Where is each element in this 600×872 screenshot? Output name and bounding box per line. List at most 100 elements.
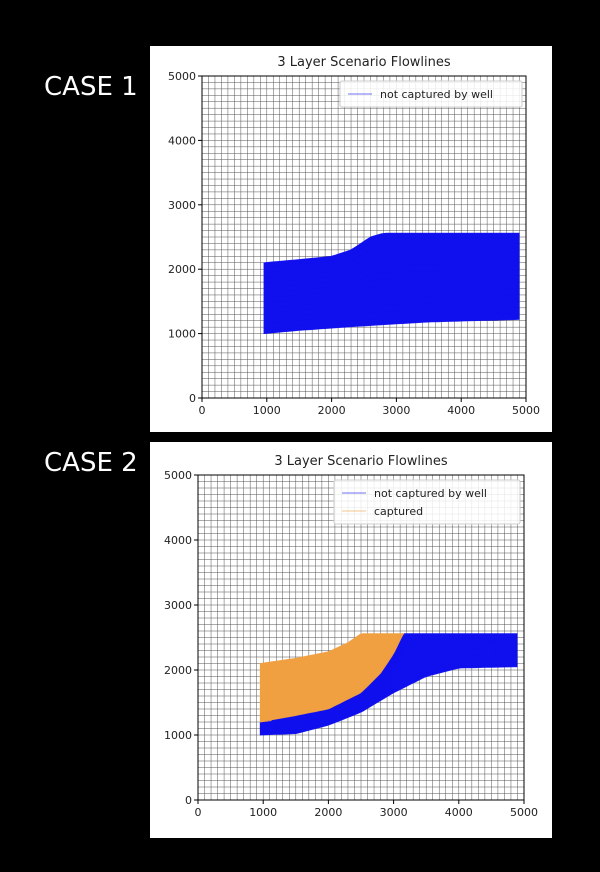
flowline	[259, 633, 404, 685]
flowline	[263, 275, 520, 299]
legend-box	[339, 80, 523, 108]
y-tick-label: 5000	[168, 70, 196, 83]
y-tick-label: 2000	[164, 664, 192, 677]
flowline	[259, 659, 518, 733]
particle-start-line	[259, 722, 272, 725]
flowline	[263, 300, 520, 319]
particle-start-line	[259, 712, 272, 715]
flowline	[259, 654, 518, 731]
particle-start-line	[259, 670, 272, 673]
particle-start-line	[263, 324, 276, 327]
flowline	[259, 633, 404, 706]
flowline	[259, 647, 518, 728]
flowline	[259, 633, 404, 723]
x-tick-label: 5000	[510, 806, 538, 819]
chart-title: 3 Layer Scenario Flowlines	[277, 55, 451, 70]
chart-panel-case-1: 3 Layer Scenario Flowlines 0 1000 2000 3000 4…	[150, 46, 552, 432]
particle-start-line	[263, 290, 276, 293]
flowline	[259, 635, 518, 724]
flowline	[263, 245, 520, 274]
legend-box	[333, 479, 521, 525]
particle-start-line	[263, 264, 276, 267]
particle-start-line	[263, 275, 276, 278]
flowline	[263, 263, 520, 289]
legend-label: not captured by well	[380, 88, 493, 101]
flowline	[259, 633, 404, 698]
x-tick-label: 2000	[314, 806, 342, 819]
particle-start-line	[259, 720, 272, 723]
particle-start-line	[263, 262, 276, 265]
x-tick-label: 5000	[512, 404, 540, 417]
particle-start-line	[259, 696, 272, 699]
particle-start-line	[259, 728, 272, 731]
flowline	[259, 640, 518, 726]
flowline	[259, 633, 404, 681]
y-tick-label: 1000	[164, 729, 192, 742]
particle-start-line	[259, 676, 272, 679]
flowline	[259, 633, 404, 677]
flowline	[259, 664, 518, 735]
y-tick-label: 0	[189, 392, 196, 405]
particle-start-line	[263, 306, 276, 309]
flowline	[259, 633, 404, 694]
particle-start-line	[263, 293, 276, 296]
case-2-label: CASE 2	[44, 448, 138, 478]
y-tick-label: 0	[185, 794, 192, 807]
particle-start-line	[263, 329, 276, 332]
particle-start-line	[263, 326, 276, 329]
legend-label: captured	[374, 505, 423, 518]
particle-start-line	[263, 270, 276, 273]
flowline	[259, 656, 518, 732]
chart-panel-case-2: 3 Layer Scenario Flowlines 0 1000 2000 3000 4…	[150, 442, 552, 838]
particle-start-line	[263, 288, 276, 291]
particle-start-line	[263, 285, 276, 288]
legend: not captured by well	[339, 80, 523, 108]
particle-start-line	[259, 733, 272, 736]
legend-label: not captured by well	[374, 487, 487, 500]
series-captured	[259, 633, 404, 723]
flowline	[259, 633, 404, 664]
x-tick-label: 4000	[445, 806, 473, 819]
particle-start-line	[259, 709, 272, 712]
x-tick-label: 0	[195, 806, 202, 819]
particle-start-line	[259, 694, 272, 697]
axes-frame	[201, 75, 527, 399]
y-tick-label: 2000	[168, 263, 196, 276]
flowline	[259, 652, 518, 730]
x-tick-label: 1000	[249, 806, 277, 819]
flowline	[263, 288, 520, 309]
particle-start-line	[263, 319, 276, 322]
particle-start-line	[259, 730, 272, 733]
flowline	[259, 633, 404, 714]
flowline	[263, 306, 520, 324]
flowline	[263, 232, 520, 264]
particle-start-line	[259, 681, 272, 684]
flowline	[263, 238, 520, 269]
particle-start-line	[259, 689, 272, 692]
x-tick-label: 0	[199, 404, 206, 417]
particle-start-line	[259, 663, 272, 666]
flowline	[259, 633, 404, 673]
flowline	[263, 257, 520, 284]
particle-start-line	[263, 280, 276, 283]
particle-start-line	[263, 295, 276, 298]
particle-start-line	[259, 704, 272, 707]
particle-start-line	[259, 686, 272, 689]
particle-start-line	[259, 668, 272, 671]
flowline	[259, 633, 404, 719]
particle-start-line	[263, 267, 276, 270]
particle-start-line	[263, 321, 276, 324]
particle-start-line	[263, 301, 276, 304]
flowline	[259, 633, 404, 710]
flowline	[263, 251, 520, 279]
flowline	[263, 319, 520, 334]
flowline	[259, 633, 404, 702]
y-tick-label: 5000	[164, 469, 192, 482]
flowline	[259, 649, 518, 729]
particle-start-line	[263, 313, 276, 316]
flowline	[263, 294, 520, 314]
y-tick-label: 4000	[168, 134, 196, 147]
chart-title: 3 Layer Scenario Flowlines	[274, 454, 448, 469]
flowline	[259, 661, 518, 734]
